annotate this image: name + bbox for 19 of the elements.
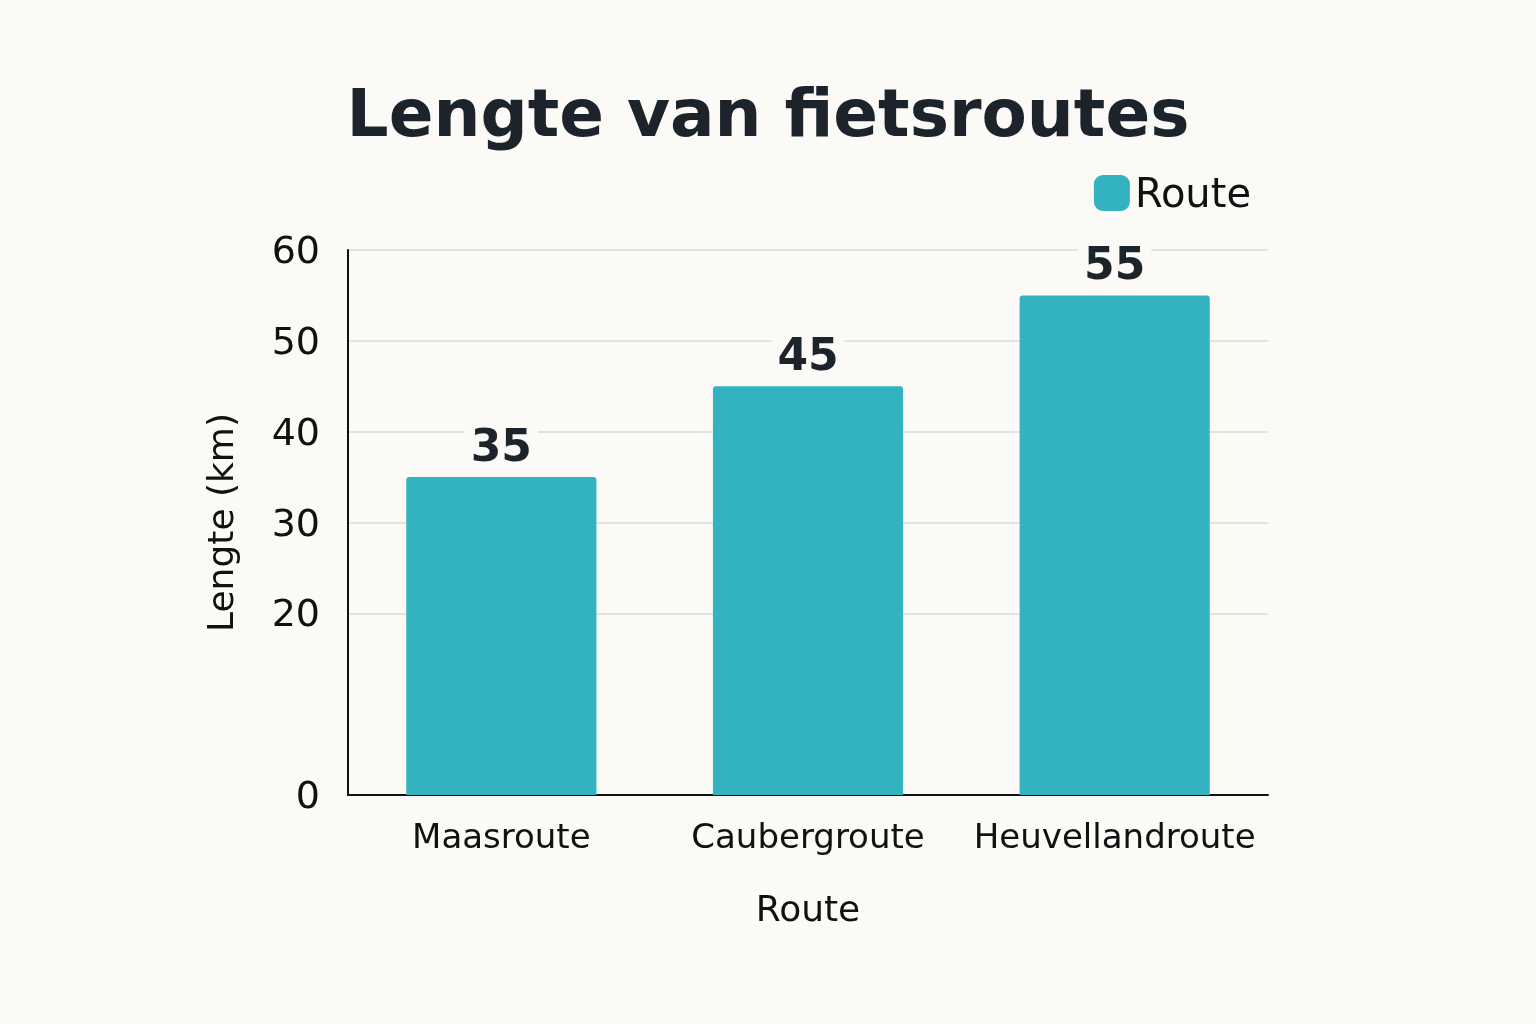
y-tick-label: 20 bbox=[271, 591, 320, 636]
y-tick-label: 0 bbox=[295, 773, 320, 817]
bar bbox=[406, 477, 597, 795]
bar bbox=[1019, 295, 1210, 795]
y-axis-title: Lengte (km) bbox=[199, 413, 241, 632]
y-tick-label: 40 bbox=[271, 409, 320, 454]
y-tick-label: 60 bbox=[271, 228, 320, 272]
legend-label: Route bbox=[1134, 170, 1252, 216]
x-axis-title: Route bbox=[755, 887, 861, 929]
data-label: 55 bbox=[1084, 237, 1146, 289]
bar bbox=[712, 386, 904, 795]
x-tick-label: Heuvellandroute bbox=[973, 816, 1256, 856]
data-label: 45 bbox=[777, 328, 839, 380]
data-label: 35 bbox=[470, 419, 532, 471]
x-tick-label: Maasroute bbox=[412, 816, 591, 856]
x-tick-label: Caubergroute bbox=[691, 816, 925, 856]
y-tick-label: 30 bbox=[271, 500, 320, 545]
y-tick-label: 50 bbox=[271, 318, 320, 363]
chart-title: Lengte van fietsroutes bbox=[346, 74, 1190, 152]
